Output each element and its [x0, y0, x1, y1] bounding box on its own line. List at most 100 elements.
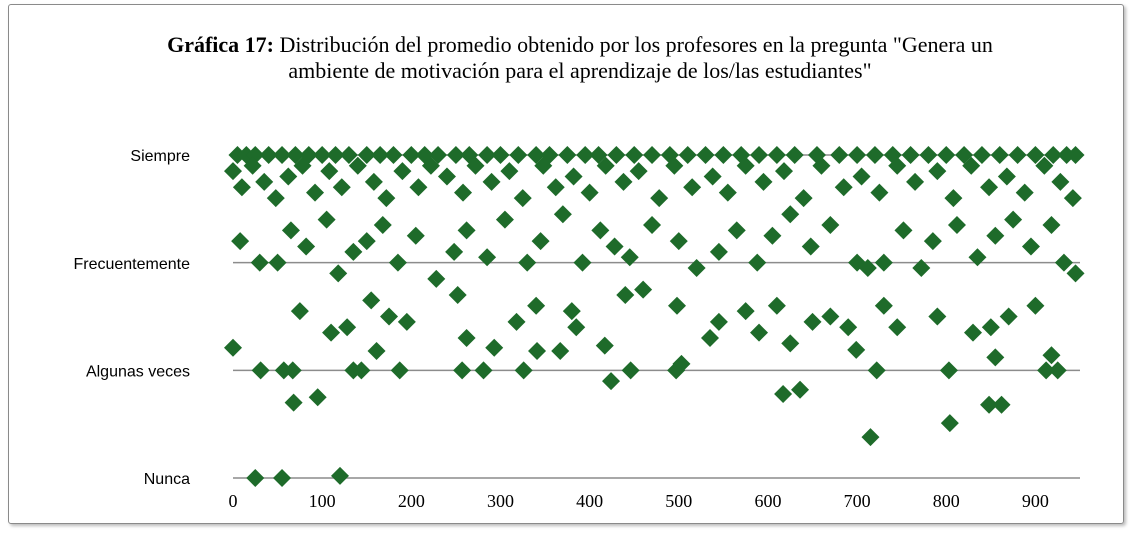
x-tick-label: 100	[309, 491, 336, 511]
point	[283, 361, 302, 380]
point	[595, 336, 614, 355]
point	[794, 189, 813, 208]
point	[774, 162, 793, 181]
point	[377, 189, 396, 208]
point	[402, 146, 421, 164]
point	[1063, 189, 1082, 208]
point	[867, 361, 886, 380]
point	[1051, 172, 1070, 191]
point	[1035, 156, 1054, 175]
point	[507, 312, 526, 331]
point	[352, 361, 371, 380]
point	[736, 156, 755, 175]
point	[573, 253, 592, 272]
point	[564, 167, 583, 186]
point	[687, 259, 706, 278]
point	[322, 323, 341, 342]
point	[939, 361, 958, 380]
point	[861, 428, 880, 447]
point	[1037, 361, 1056, 380]
point	[912, 259, 931, 278]
point	[750, 323, 769, 342]
x-tick-label: 300	[487, 491, 514, 511]
point	[513, 189, 532, 208]
x-tick-label: 700	[844, 491, 871, 511]
point	[306, 183, 325, 202]
point	[491, 146, 510, 164]
point	[894, 221, 913, 240]
point	[448, 285, 467, 304]
point	[781, 205, 800, 224]
point	[785, 146, 804, 164]
point	[344, 242, 363, 261]
point	[1066, 146, 1085, 164]
point	[986, 226, 1005, 245]
point	[308, 388, 327, 407]
point	[906, 172, 925, 191]
point	[839, 318, 858, 337]
point	[888, 156, 907, 175]
point	[297, 237, 316, 256]
point	[616, 285, 635, 304]
point	[703, 167, 722, 186]
point	[348, 156, 367, 175]
point	[990, 146, 1009, 164]
point	[940, 414, 959, 433]
point	[357, 146, 376, 164]
point	[393, 162, 412, 181]
point	[373, 215, 392, 234]
point	[709, 242, 728, 261]
point	[847, 340, 866, 359]
point	[268, 253, 287, 272]
point	[830, 146, 849, 164]
point	[445, 242, 464, 261]
point	[320, 162, 339, 181]
point	[997, 167, 1016, 186]
point	[485, 338, 504, 357]
point	[251, 361, 270, 380]
point	[750, 146, 769, 164]
point	[453, 361, 472, 380]
x-tick-label: 900	[1022, 491, 1049, 511]
point	[748, 253, 767, 272]
point	[339, 146, 358, 164]
point	[388, 253, 407, 272]
chart-frame	[8, 4, 1124, 524]
point	[774, 385, 793, 404]
point	[246, 469, 265, 487]
point	[454, 183, 473, 202]
point	[643, 215, 662, 234]
point	[596, 156, 615, 175]
point	[980, 395, 999, 414]
point	[531, 232, 550, 251]
point	[874, 253, 893, 272]
point	[330, 466, 349, 485]
point	[834, 178, 853, 197]
point	[919, 146, 938, 164]
point	[567, 318, 586, 337]
point	[718, 183, 737, 202]
point	[224, 162, 242, 181]
x-tick-label: 500	[665, 491, 692, 511]
point	[457, 329, 476, 348]
point	[457, 221, 476, 240]
title-text: Distribución del promedio obtenido por l…	[279, 32, 993, 83]
point	[999, 307, 1018, 326]
point	[821, 307, 840, 326]
point	[980, 178, 999, 197]
point	[665, 156, 684, 175]
point	[669, 232, 688, 251]
point	[482, 172, 501, 191]
point	[380, 307, 399, 326]
point	[968, 248, 987, 267]
point	[466, 156, 485, 175]
point	[367, 341, 386, 360]
point	[266, 189, 285, 208]
point	[558, 146, 577, 164]
point	[576, 146, 595, 164]
point	[1042, 346, 1061, 365]
point	[250, 253, 269, 272]
point	[1066, 264, 1085, 283]
